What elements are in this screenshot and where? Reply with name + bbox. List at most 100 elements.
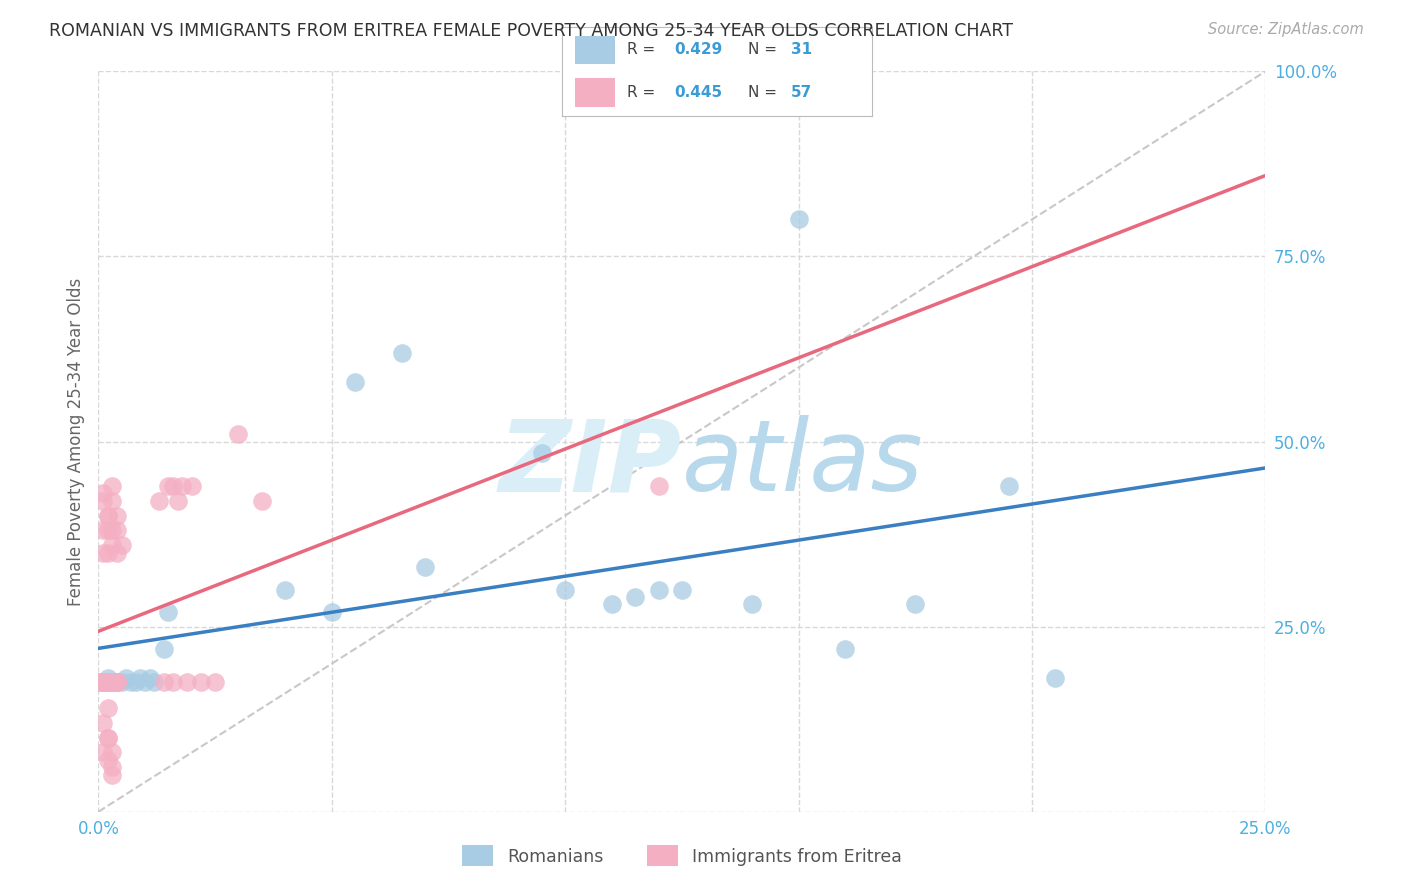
Point <box>344 376 367 390</box>
Point <box>152 675 174 690</box>
Text: 57: 57 <box>792 86 813 100</box>
Point <box>647 479 669 493</box>
Point <box>105 675 128 690</box>
Point <box>97 675 120 690</box>
Point <box>101 767 124 781</box>
Point <box>120 675 142 690</box>
Point <box>97 731 120 745</box>
Point <box>554 582 576 597</box>
Point <box>105 546 128 560</box>
Point <box>101 493 124 508</box>
Y-axis label: Female Poverty Among 25-34 Year Olds: Female Poverty Among 25-34 Year Olds <box>66 277 84 606</box>
Point <box>97 731 120 745</box>
Point <box>105 675 128 690</box>
Point <box>115 672 138 686</box>
Point <box>101 675 124 690</box>
Point <box>228 427 250 442</box>
Text: R =: R = <box>627 86 661 100</box>
Point <box>134 675 156 690</box>
Point <box>97 675 120 690</box>
Point <box>101 675 124 690</box>
Point <box>600 598 623 612</box>
Text: ROMANIAN VS IMMIGRANTS FROM ERITREA FEMALE POVERTY AMONG 25-34 YEAR OLDS CORRELA: ROMANIAN VS IMMIGRANTS FROM ERITREA FEMA… <box>49 22 1014 40</box>
Point <box>190 675 212 690</box>
Point <box>787 212 810 227</box>
Point <box>157 479 180 493</box>
Point <box>97 508 120 523</box>
Point <box>91 675 114 690</box>
Point <box>321 605 343 619</box>
Text: ZIP: ZIP <box>499 416 682 512</box>
Point <box>97 672 120 686</box>
Point <box>97 701 120 715</box>
Point <box>162 479 184 493</box>
Point <box>204 675 226 690</box>
Point <box>624 590 647 604</box>
Point <box>997 479 1019 493</box>
Point <box>111 538 134 552</box>
Point <box>101 675 124 690</box>
Point <box>413 560 436 574</box>
Point <box>105 675 128 690</box>
Point <box>91 546 114 560</box>
Point <box>671 582 693 597</box>
Text: Source: ZipAtlas.com: Source: ZipAtlas.com <box>1208 22 1364 37</box>
Point <box>1045 672 1067 686</box>
Point <box>91 675 114 690</box>
Point <box>139 672 162 686</box>
Point <box>101 538 124 552</box>
Point <box>101 760 124 774</box>
Point <box>148 493 170 508</box>
Point <box>97 753 120 767</box>
Point <box>111 675 134 690</box>
Point <box>904 598 927 612</box>
Point <box>152 641 174 656</box>
Point <box>834 641 856 656</box>
Point <box>105 524 128 538</box>
Text: N =: N = <box>748 43 782 57</box>
Point <box>91 486 114 500</box>
Point <box>162 675 184 690</box>
Point <box>143 675 166 690</box>
Point <box>91 715 114 730</box>
Point <box>101 675 124 690</box>
Point <box>125 675 148 690</box>
Point <box>97 508 120 523</box>
Point <box>101 524 124 538</box>
Point <box>741 598 763 612</box>
Bar <box>575 36 614 64</box>
Text: N =: N = <box>748 86 782 100</box>
Point <box>97 524 120 538</box>
Text: 31: 31 <box>792 43 813 57</box>
Point <box>101 675 124 690</box>
Text: atlas: atlas <box>682 416 924 512</box>
Point <box>91 675 114 690</box>
Point <box>391 345 413 359</box>
Text: 0.445: 0.445 <box>673 86 721 100</box>
Point <box>91 675 114 690</box>
Point <box>97 675 120 690</box>
Point <box>101 746 124 760</box>
Text: 0.429: 0.429 <box>673 43 723 57</box>
Text: R =: R = <box>627 43 661 57</box>
Point <box>250 493 273 508</box>
Point <box>101 479 124 493</box>
Bar <box>575 78 614 107</box>
Point <box>91 524 114 538</box>
Point <box>105 508 128 523</box>
Legend: Romanians, Immigrants from Eritrea: Romanians, Immigrants from Eritrea <box>456 838 908 873</box>
Point <box>180 479 202 493</box>
Point <box>97 546 120 560</box>
Point <box>157 605 180 619</box>
Point <box>172 479 194 493</box>
Point <box>87 675 110 690</box>
Point <box>166 493 188 508</box>
Point <box>105 675 128 690</box>
Point <box>176 675 198 690</box>
Point <box>274 582 297 597</box>
Point <box>87 675 110 690</box>
Point <box>530 445 553 459</box>
Point <box>91 675 114 690</box>
Point <box>647 582 669 597</box>
Point <box>91 493 114 508</box>
